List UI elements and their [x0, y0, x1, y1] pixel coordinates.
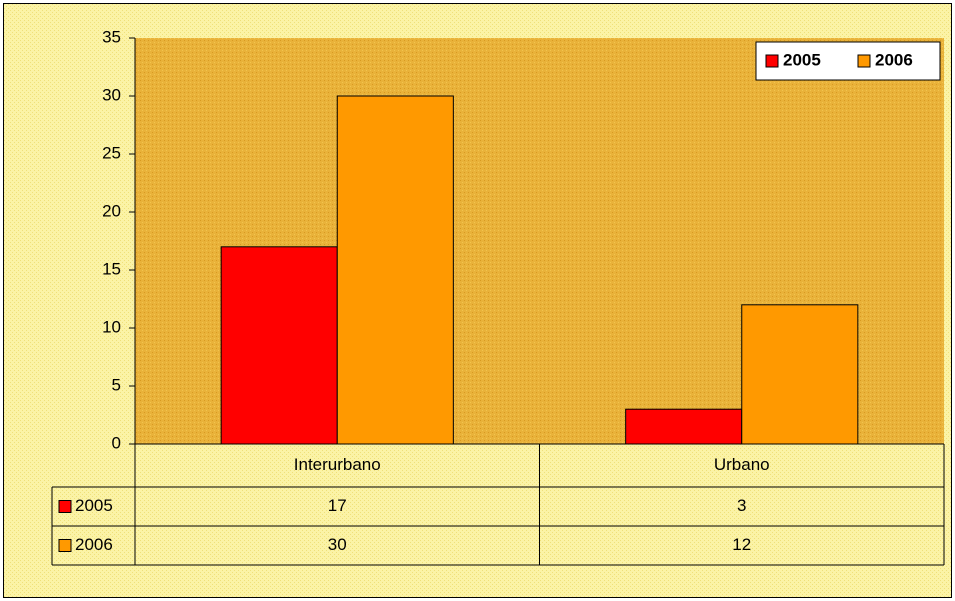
y-tick-label: 0	[112, 433, 121, 452]
y-tick-label: 20	[102, 201, 121, 220]
legend-key	[857, 54, 871, 68]
legend-label: 2006	[875, 50, 913, 69]
legend-key	[765, 54, 779, 68]
legend	[755, 41, 941, 81]
table-value: 3	[737, 496, 746, 515]
y-tick-label: 10	[102, 317, 121, 336]
y-tick-label: 25	[102, 143, 121, 162]
table-series-label: 2005	[75, 496, 113, 515]
y-tick-label: 15	[102, 259, 121, 278]
bar	[625, 408, 743, 445]
table-value: 17	[328, 496, 347, 515]
x-tick-label: Interurbano	[294, 455, 381, 474]
table-value: 12	[732, 535, 751, 554]
bar	[220, 246, 338, 445]
legend-label: 2005	[783, 50, 821, 69]
table-series-label: 2006	[75, 535, 113, 554]
bar	[336, 95, 454, 445]
y-tick-label: 5	[112, 375, 121, 394]
bar	[741, 304, 859, 445]
y-tick-label: 35	[102, 27, 121, 46]
table-legend-key	[58, 539, 72, 552]
y-tick-label: 30	[102, 85, 121, 104]
x-tick-label: Urbano	[714, 455, 770, 474]
table-value: 30	[328, 535, 347, 554]
table-legend-key	[58, 500, 72, 513]
